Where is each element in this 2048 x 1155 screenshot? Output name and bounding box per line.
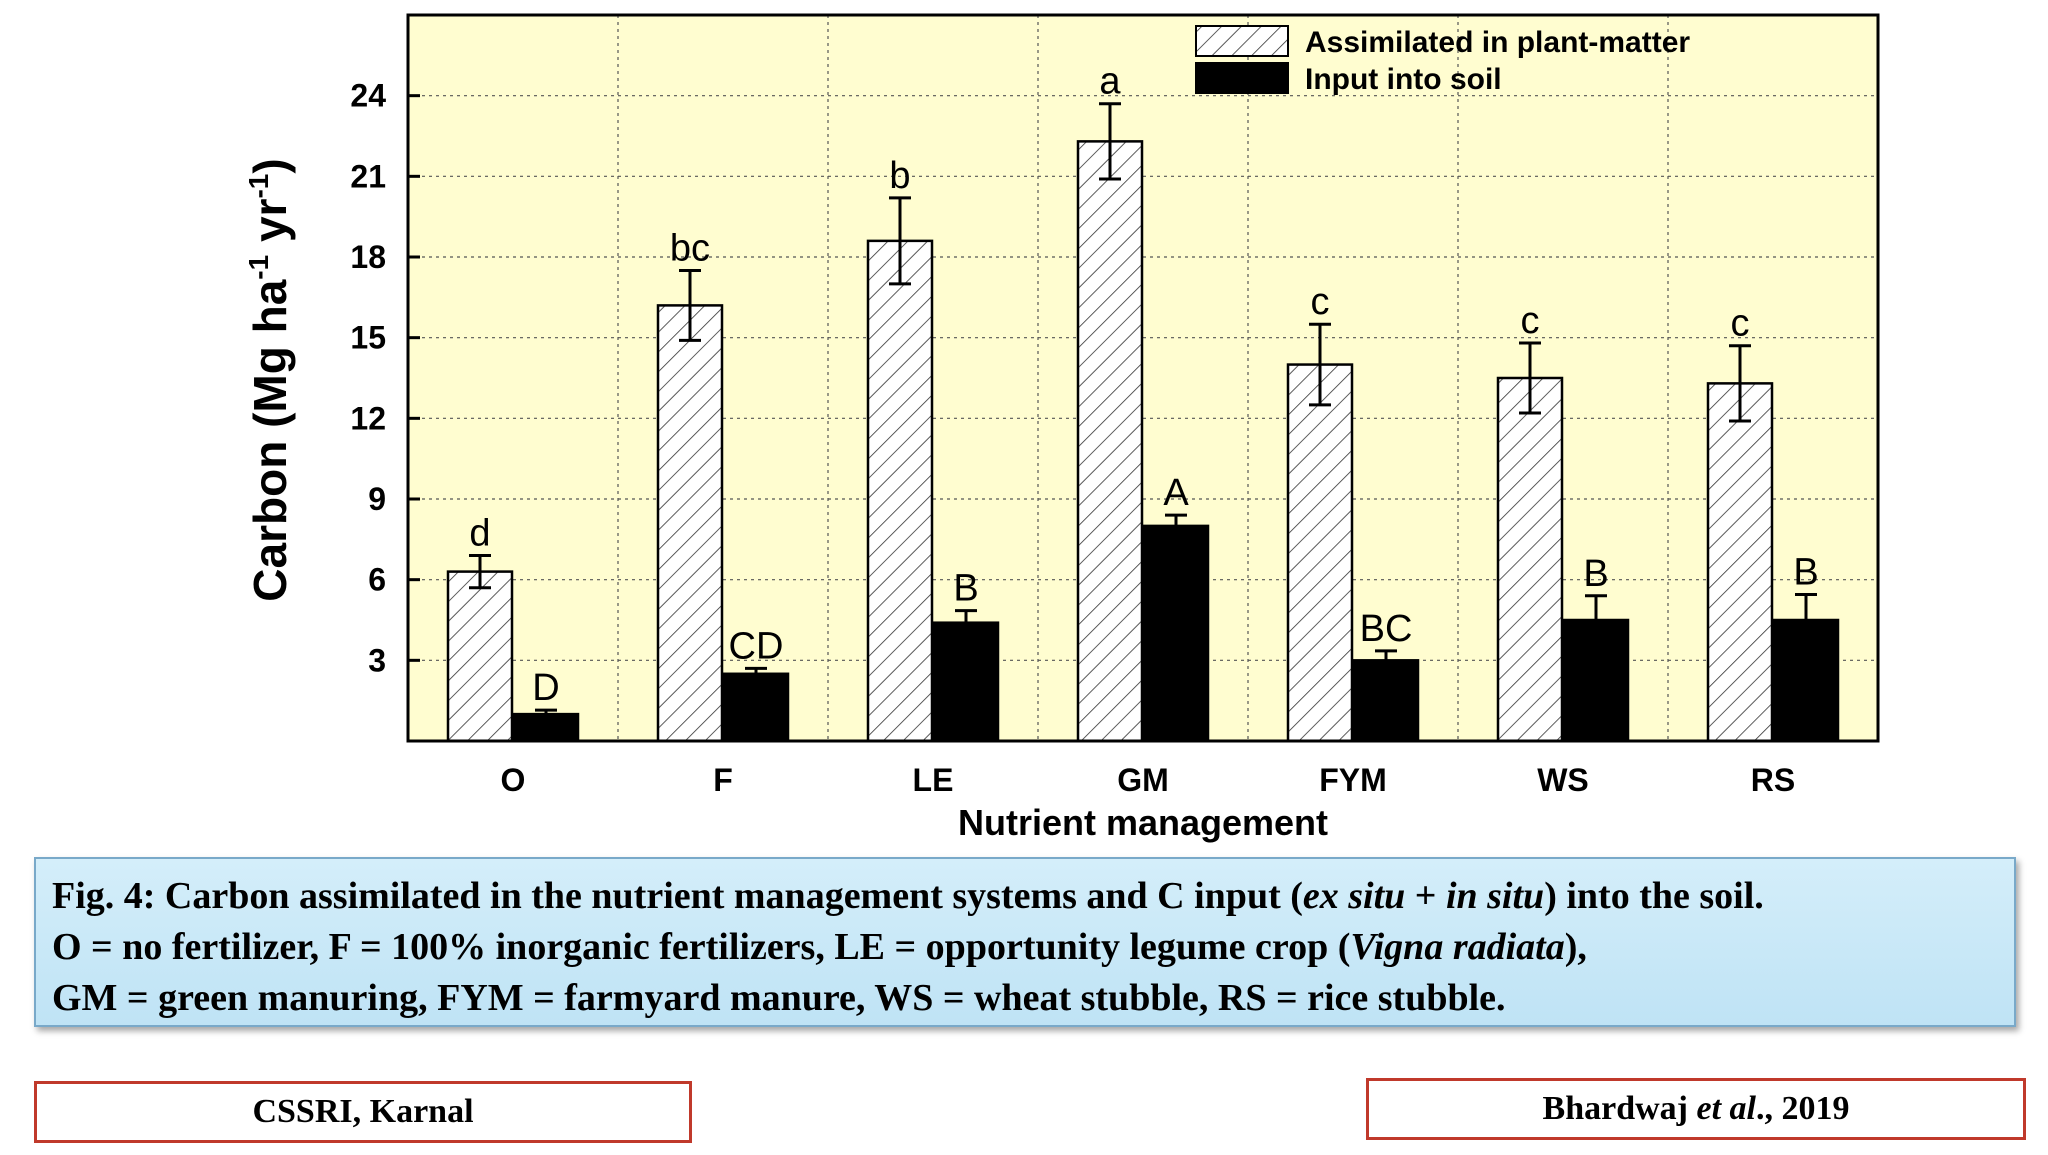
y-tick-label: 6 (368, 562, 386, 598)
caption-line-3: GM = green manuring, FYM = farmyard manu… (52, 973, 1998, 1024)
bar-input-soil (1352, 659, 1420, 743)
citation-segment: et al (1696, 1090, 1756, 1127)
bar-assimilated (1286, 363, 1354, 743)
significance-letter: D (532, 667, 559, 709)
caption-segment: ) into the soil. (1544, 875, 1764, 917)
legend-label-series-2: Input into soil (1305, 63, 1502, 96)
legend-swatch-solid (1195, 62, 1289, 94)
bar-assimilated (1076, 140, 1144, 743)
significance-letter: BC (1360, 608, 1413, 650)
x-tick-label: WS (1537, 762, 1589, 798)
y-axis-title-part: yr (244, 198, 296, 254)
x-tick-label: FYM (1319, 762, 1387, 798)
bar-input-soil (1562, 618, 1630, 743)
y-axis-title-sup: -1 (243, 174, 274, 199)
caption-segment: + (1405, 875, 1446, 917)
institution-label: CSSRI, Karnal (34, 1081, 692, 1143)
caption-segment: GM = green manuring, FYM = farmyard manu… (52, 977, 1506, 1019)
significance-letter: b (889, 155, 910, 197)
caption-segment: O = no fertilizer, F = 100% inorganic fe… (52, 926, 1351, 968)
legend-swatch-hatched (1195, 25, 1289, 57)
significance-letter: CD (729, 625, 784, 667)
bar-input-soil (1772, 618, 1840, 743)
bar-assimilated (1496, 376, 1564, 743)
x-tick-label: RS (1751, 762, 1795, 798)
bar-assimilated (1706, 382, 1774, 743)
bar-input-soil (932, 621, 1000, 743)
significance-letter: d (469, 512, 490, 554)
y-tick-label: 21 (350, 158, 386, 194)
bar-input-soil (512, 712, 580, 743)
y-axis-title-part: ) (244, 158, 296, 173)
y-axis-title-part: Carbon (Mg ha (244, 279, 296, 601)
caption-segment: ), (1564, 926, 1587, 968)
significance-letter: a (1099, 61, 1121, 103)
bar-assimilated (656, 304, 724, 743)
bar-assimilated (446, 570, 514, 743)
y-tick-label: 24 (350, 78, 386, 114)
axes: 3 6 9 12 15 18 21 24 O F LE GM FYM WS RS (350, 78, 1795, 798)
significance-letter: bc (670, 227, 710, 269)
significance-letter: c (1311, 281, 1330, 323)
bars: d Dbc CD b Ba Ac BC c Bc B (446, 61, 1840, 743)
significance-letter: A (1163, 472, 1189, 514)
y-tick-label: 15 (350, 320, 386, 356)
bar-input-soil (1142, 524, 1210, 743)
x-tick-label: F (713, 762, 733, 798)
significance-letter: c (1521, 300, 1540, 342)
y-axis-title-sup: -1 (243, 255, 274, 280)
institution-text: CSSRI, Karnal (252, 1093, 474, 1130)
legend: Assimilated in plant-matter Input into s… (1195, 25, 1690, 96)
caption-segment: in situ (1445, 875, 1545, 917)
significance-letter: B (953, 568, 978, 610)
x-tick-label: GM (1117, 762, 1169, 798)
y-tick-label: 12 (350, 400, 386, 436)
bar-input-soil (722, 672, 790, 743)
citation-label: Bhardwaj et al., 2019 (1366, 1078, 2026, 1140)
significance-letter: B (1583, 553, 1608, 595)
plot-frame (406, 13, 1880, 743)
bar-chart: d Dbc CD b Ba Ac BC c Bc B 3 6 9 12 15 18 21 24 O F LE GM FYM… (243, 13, 1880, 843)
legend-label-series-1: Assimilated in plant-matter (1305, 26, 1690, 59)
x-tick-label: LE (913, 762, 954, 798)
y-tick-label: 3 (368, 642, 386, 678)
caption-line-1: Fig. 4: Carbon assimilated in the nutrie… (52, 871, 1998, 922)
caption-line-2: O = no fertilizer, F = 100% inorganic fe… (52, 922, 1998, 973)
y-tick-label: 18 (350, 239, 386, 275)
citation-segment: ., 2019 (1755, 1090, 1850, 1127)
x-tick-label: O (501, 762, 526, 798)
caption-segment: ex situ (1302, 875, 1406, 917)
caption-segment: Vigna radiata (1350, 926, 1565, 968)
citation-segment: Bhardwaj (1542, 1090, 1697, 1127)
x-axis-title: Nutrient management (958, 802, 1328, 843)
significance-letter: B (1793, 551, 1818, 593)
significance-letter: c (1731, 303, 1750, 345)
caption-segment: Fig. 4: Carbon assimilated in the nutrie… (52, 875, 1303, 917)
citation-text: Bhardwaj et al., 2019 (1543, 1090, 1850, 1128)
y-tick-label: 9 (368, 481, 386, 517)
y-axis-title: Carbon (Mg ha-1 yr-1) (243, 158, 296, 601)
figure-caption: Fig. 4: Carbon assimilated in the nutrie… (34, 857, 2016, 1027)
bar-assimilated (866, 239, 934, 743)
